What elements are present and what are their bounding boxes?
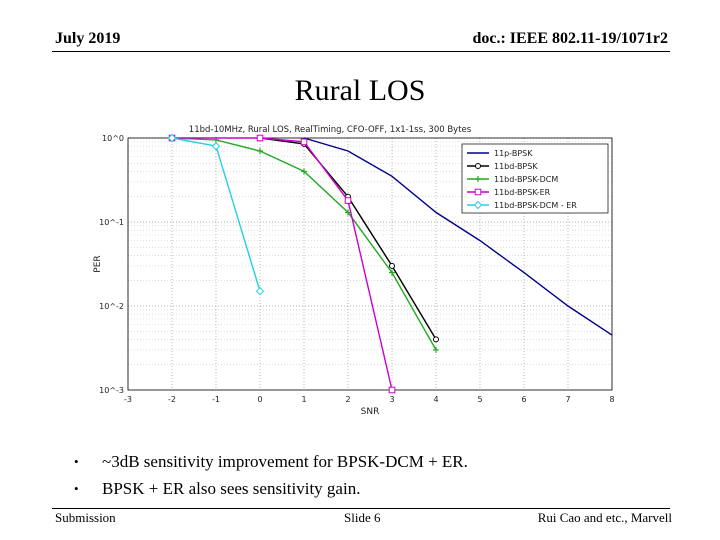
x-tick-label: 0 (257, 395, 262, 404)
y-tick-label: 10^0 (102, 134, 124, 143)
series-line (303, 137, 613, 336)
bullet-marker: • (74, 481, 79, 496)
per-vs-snr-chart: -3 -2 -1 0 1 2 3 4 5 6 7 8 10^0 10^-1 10^-2 10^-3 SNR PER… (93, 125, 615, 416)
legend-marker (475, 176, 481, 182)
footer-submission: Submission (55, 510, 116, 525)
data-point (301, 168, 307, 175)
x-tick-label: -2 (168, 395, 176, 404)
data-point (256, 134, 264, 142)
bullet-text: BPSK + ER also sees sensitivity gain. (102, 479, 361, 498)
legend-entry: 11bd-BPSK-ER (494, 188, 551, 197)
slide-title: Rural LOS (294, 74, 426, 107)
footer-slide-number: Slide 6 (344, 510, 381, 525)
data-point (300, 138, 308, 146)
legend-entry: 11bd-BPSK-DCM (494, 175, 558, 184)
y-tick-label: 10^-3 (99, 386, 124, 395)
legend-entry: 11p-BPSK (494, 149, 533, 158)
x-tick-label: 6 (521, 395, 526, 404)
header-divider (52, 51, 670, 52)
chart-title: 11bd-10MHz, Rural LOS, RealTiming, CFO-O… (189, 125, 472, 135)
legend-marker (474, 188, 482, 196)
data-point (433, 346, 439, 353)
x-tick-label: 4 (433, 395, 438, 404)
bullet-item: • BPSK + ER also sees sensitivity gain. (74, 475, 468, 502)
legend-marker (475, 163, 481, 169)
header-date: July 2019 (55, 30, 121, 47)
data-point (167, 133, 177, 143)
x-tick-label: 1 (301, 395, 306, 404)
header-doc-id: doc.: IEEE 802.11-19/1071r2 (472, 30, 668, 47)
y-axis-label: PER (93, 255, 103, 272)
legend-entry: 11bd-BPSK-DCM - ER (494, 201, 577, 210)
bullet-text: ~3dB sensitivity improvement for BPSK-DC… (102, 452, 468, 471)
bullet-item: • ~3dB sensitivity improvement for BPSK-… (74, 448, 468, 475)
data-point (257, 148, 263, 155)
bullet-marker: • (74, 454, 79, 469)
data-point (389, 262, 395, 269)
bullet-list: • ~3dB sensitivity improvement for BPSK-… (74, 448, 468, 502)
data-point (433, 336, 439, 343)
x-tick-label: 3 (389, 395, 394, 404)
data-point (255, 287, 265, 296)
data-point (345, 209, 351, 216)
legend-marker (473, 200, 483, 210)
x-tick-label: -3 (124, 395, 132, 404)
data-point (211, 141, 221, 151)
data-point (388, 386, 396, 394)
x-tick-label: 7 (565, 395, 570, 404)
legend-entry: 11bd-BPSK (494, 162, 538, 171)
axes-frame (127, 137, 613, 391)
x-tick-label: 5 (477, 395, 482, 404)
x-tick-label: -1 (212, 395, 220, 404)
data-point (344, 197, 352, 204)
footer-author: Rui Cao and etc., Marvell (537, 510, 672, 525)
x-tick-label: 8 (609, 395, 614, 404)
y-tick-label: 10^-1 (99, 218, 124, 227)
data-point (389, 269, 395, 276)
y-tick-label: 10^-2 (99, 302, 124, 311)
x-axis-label: SNR (361, 407, 380, 416)
footer-divider (52, 508, 670, 509)
x-tick-label: 2 (345, 395, 350, 404)
